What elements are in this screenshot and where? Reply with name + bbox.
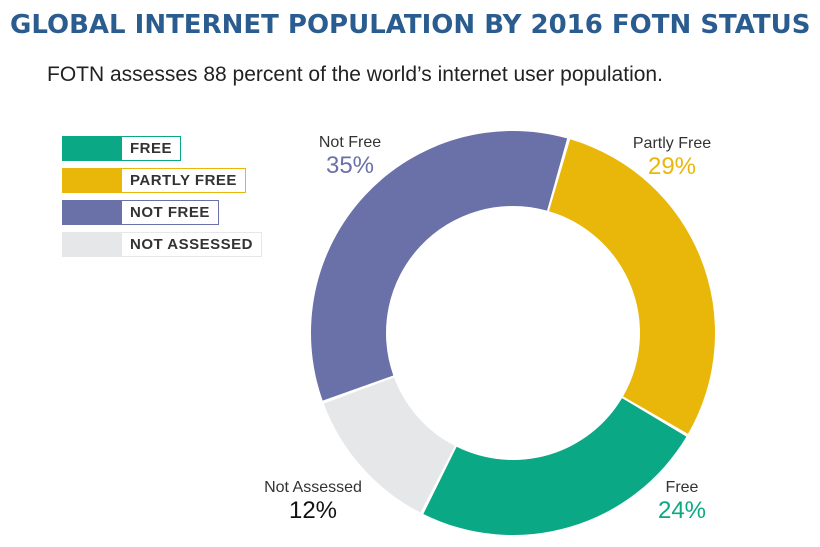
slice-value-label: 29% (648, 153, 696, 180)
donut-slice-partly-free (548, 139, 715, 434)
legend-item-not-free: NOT FREE (62, 200, 262, 225)
legend-label: NOT FREE (122, 200, 219, 225)
legend-label: PARTLY FREE (122, 168, 246, 193)
donut-slice-not-free (310, 130, 568, 401)
donut-slices (310, 130, 715, 535)
slice-name-label: Not Free (319, 134, 381, 151)
legend-label: FREE (122, 136, 182, 161)
legend-swatch (62, 232, 122, 257)
slice-name-label: Partly Free (633, 135, 711, 152)
chart-title: GLOBAL INTERNET POPULATION BY 2016 FOTN … (10, 10, 811, 40)
legend-label: NOT ASSESSED (122, 232, 262, 257)
slice-value-label: 12% (289, 497, 337, 524)
legend-swatch (62, 200, 122, 225)
legend-swatch (62, 168, 122, 193)
legend-swatch (62, 136, 122, 161)
donut-slice-not-assessed (323, 377, 455, 513)
slice-name-label: Not Assessed (264, 479, 362, 496)
legend-item-partly-free: PARTLY FREE (62, 168, 262, 193)
chart-subtitle: FOTN assesses 88 percent of the world’s … (47, 63, 663, 86)
slice-name-label: Free (666, 479, 699, 496)
donut-slice-free (423, 398, 687, 535)
legend-item-not-assessed: NOT ASSESSED (62, 232, 262, 257)
slice-value-label: 35% (326, 152, 374, 179)
legend: FREE PARTLY FREE NOT FREE NOT ASSESSED (62, 136, 262, 264)
slice-value-label: 24% (658, 497, 706, 524)
legend-item-free: FREE (62, 136, 262, 161)
